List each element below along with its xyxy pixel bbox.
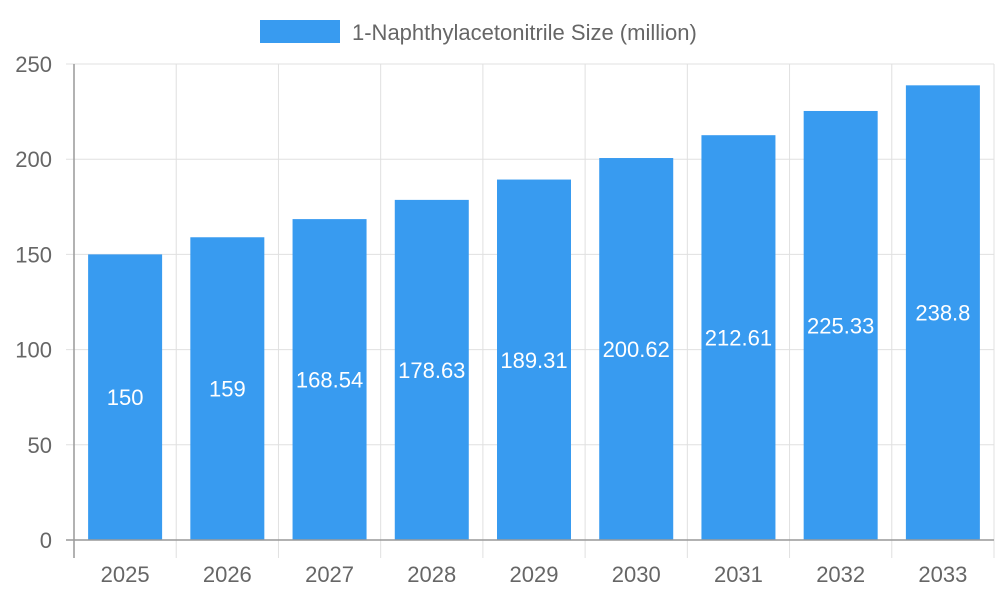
bars: 150 159 168.54 178.63 189.31 200.62 212.61 225.…: [88, 85, 980, 541]
data-label: 212.61: [705, 326, 772, 351]
bar-2029: [497, 179, 571, 540]
y-tick-label: 250: [15, 52, 52, 77]
data-label: 168.54: [296, 368, 363, 393]
y-tick-label: 150: [15, 242, 52, 267]
x-tick-label: 2030: [612, 562, 661, 587]
x-tick-label: 2026: [203, 562, 252, 587]
y-tick-label: 200: [15, 147, 52, 172]
data-label: 189.31: [500, 348, 567, 373]
bar-2028: [394, 199, 469, 540]
data-label: 159: [209, 377, 246, 402]
x-tick-label: 2031: [714, 562, 763, 587]
bar-2032: [803, 110, 878, 540]
axes: 0 50 100 150 200 250 2025 2026 2027 2028 2029 2030 2…: [15, 52, 994, 587]
x-tick-label: 2033: [918, 562, 967, 587]
data-label: 150: [107, 385, 144, 410]
legend-label: 1-Naphthylacetonitrile Size (million): [352, 20, 697, 45]
y-tick-label: 50: [28, 433, 52, 458]
legend-swatch: [260, 20, 340, 43]
bar-2025: [88, 254, 163, 540]
x-tick-label: 2027: [305, 562, 354, 587]
x-tick-label: 2025: [101, 562, 150, 587]
bar-2027: [292, 219, 367, 540]
bar-2030: [599, 158, 674, 540]
x-tick-label: 2032: [816, 562, 865, 587]
grid: [66, 63, 995, 558]
data-label: 238.8: [915, 301, 970, 326]
x-tick-label: 2029: [510, 562, 559, 587]
bar-2033: [905, 85, 980, 540]
y-tick-label: 100: [15, 338, 52, 363]
x-tick-label: 2028: [407, 562, 456, 587]
data-label: 225.33: [807, 313, 874, 338]
bar-2026: [190, 237, 265, 540]
data-label: 200.62: [603, 337, 670, 362]
data-label: 178.63: [398, 358, 465, 383]
bar-2031: [701, 135, 776, 541]
y-tick-label: 0: [40, 528, 52, 553]
legend[interactable]: 1-Naphthylacetonitrile Size (million): [260, 20, 697, 45]
